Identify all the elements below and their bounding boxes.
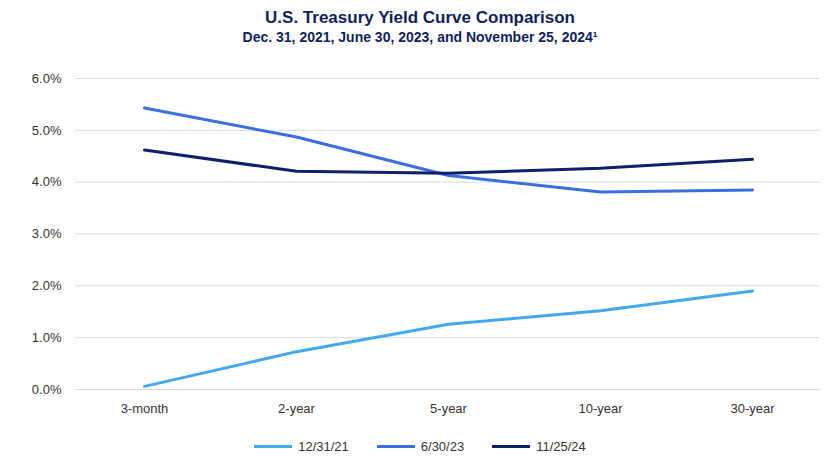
svg-text:0.0%: 0.0%	[32, 382, 62, 397]
svg-text:6.0%: 6.0%	[32, 71, 62, 86]
svg-text:30-year: 30-year	[730, 401, 775, 416]
html-text:11/25/24: 11/25/24	[536, 439, 586, 454]
svg-text:10-year: 10-year	[578, 401, 623, 416]
svg-text:4.0%: 4.0%	[32, 174, 62, 189]
svg-text:3.0%: 3.0%	[32, 226, 62, 241]
html-text:U.S. Treasury Yield Curve Comp: U.S. Treasury Yield Curve Comparison	[265, 8, 575, 27]
html-text:Dec. 31, 2021, June 30, 2023,: Dec. 31, 2021, June 30, 2023, and Novemb…	[242, 29, 598, 45]
svg-text:2.0%: 2.0%	[32, 278, 62, 293]
svg-text:5-year: 5-year	[430, 401, 468, 416]
svg-text:3-month: 3-month	[121, 401, 169, 416]
html-text:6/30/23: 6/30/23	[420, 439, 465, 454]
svg-text:2-year: 2-year	[278, 401, 316, 416]
html-text:12/31/21: 12/31/21	[298, 439, 349, 454]
svg-text:5.0%: 5.0%	[32, 122, 62, 137]
svg-text:1.0%: 1.0%	[32, 330, 62, 345]
